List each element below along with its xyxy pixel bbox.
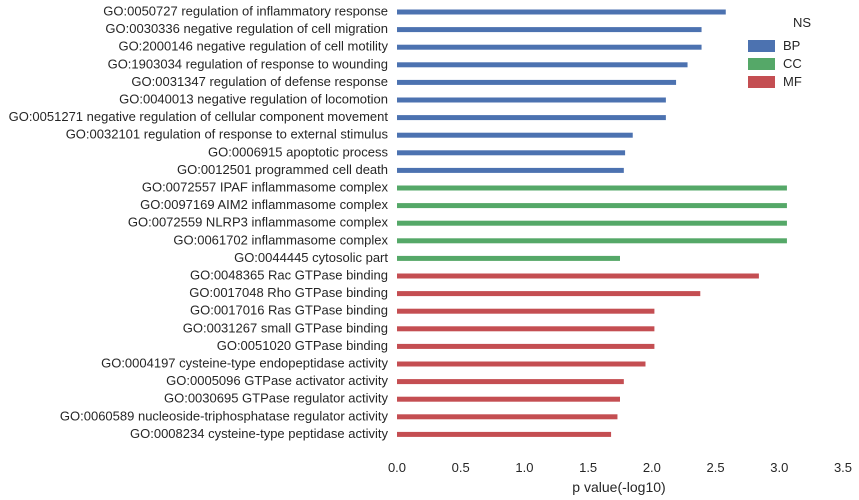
bar-24 [397,431,612,437]
bars-layer [397,9,787,437]
category-label-2: GO:2000146 negative regulation of cell m… [118,39,388,54]
bar-5 [397,97,666,103]
x-tick-label-6: 3.0 [770,460,788,475]
category-label-9: GO:0012501 programmed cell death [177,162,388,177]
bar-18 [397,326,655,332]
x-tick-label-7: 3.5 [834,460,852,475]
legend-swatch-mf [748,76,775,88]
bar-12 [397,220,787,226]
x-tick-label-5: 2.5 [707,460,725,475]
bar-15 [397,273,759,279]
category-label-1: GO:0030336 negative regulation of cell m… [105,21,388,36]
bar-0 [397,9,726,15]
category-label-20: GO:0004197 cysteine-type endopeptidase a… [101,356,388,371]
bar-22 [397,396,620,402]
category-label-12: GO:0072559 NLRP3 inflammasome complex [128,215,389,230]
category-label-23: GO:0060589 nucleoside-triphosphatase reg… [60,408,389,423]
x-tick-label-1: 0.5 [452,460,470,475]
legend-label-mf: MF [783,74,802,89]
bar-8 [397,150,626,156]
legend-title: NS [793,15,811,30]
x-tick-label-2: 1.0 [515,460,533,475]
category-label-13: GO:0061702 inflammasome complex [173,232,388,247]
legend-swatch-bp [748,40,775,52]
category-label-6: GO:0051271 negative regulation of cellul… [9,109,389,124]
bar-4 [397,79,677,85]
bar-7 [397,132,633,138]
bar-21 [397,379,624,385]
category-label-0: GO:0050727 regulation of inflammatory re… [103,4,388,19]
bar-14 [397,255,620,261]
x-tick-label-0: 0.0 [388,460,406,475]
category-label-22: GO:0030695 GTPase regulator activity [164,391,389,406]
category-label-16: GO:0017048 Rho GTPase binding [189,285,388,300]
category-label-7: GO:0032101 regulation of response to ext… [66,127,389,142]
bar-9 [397,167,624,173]
bar-19 [397,343,655,349]
category-label-5: GO:0040013 negative regulation of locomo… [119,92,388,107]
category-label-8: GO:0006915 apoptotic process [208,144,388,159]
bar-20 [397,361,646,367]
legend: NS BP CC MF [748,15,811,89]
x-tick-label-3: 1.5 [579,460,597,475]
bar-10 [397,185,787,191]
category-label-14: GO:0044445 cytosolic part [234,250,388,265]
category-label-4: GO:0031347 regulation of defense respons… [131,74,388,89]
category-label-11: GO:0097169 AIM2 inflammasome complex [140,197,388,212]
category-labels: GO:0050727 regulation of inflammatory re… [9,4,389,441]
bar-13 [397,238,787,244]
bar-1 [397,27,702,33]
bar-11 [397,203,787,209]
legend-label-bp: BP [783,38,800,53]
x-axis-label: p value(-log10) [572,479,665,495]
category-label-3: GO:1903034 regulation of response to wou… [108,56,388,71]
bar-3 [397,62,688,68]
bar-17 [397,308,655,314]
bar-2 [397,44,702,50]
bar-23 [397,414,618,420]
x-axis: 0.0 0.5 1.0 1.5 2.0 2.5 3.0 3.5 [388,460,852,475]
category-label-21: GO:0005096 GTPase activator activity [166,373,388,388]
x-tick-label-4: 2.0 [643,460,661,475]
bar-16 [397,291,701,297]
legend-label-cc: CC [783,56,802,71]
category-label-19: GO:0051020 GTPase binding [217,338,388,353]
bar-6 [397,115,666,121]
category-label-18: GO:0031267 small GTPase binding [183,320,388,335]
category-label-24: GO:0008234 cysteine-type peptidase activ… [130,426,388,441]
category-label-15: GO:0048365 Rac GTPase binding [190,268,388,283]
category-label-10: GO:0072557 IPAF inflammasome complex [142,180,389,195]
category-label-17: GO:0017016 Ras GTPase binding [190,303,388,318]
legend-swatch-cc [748,58,775,70]
